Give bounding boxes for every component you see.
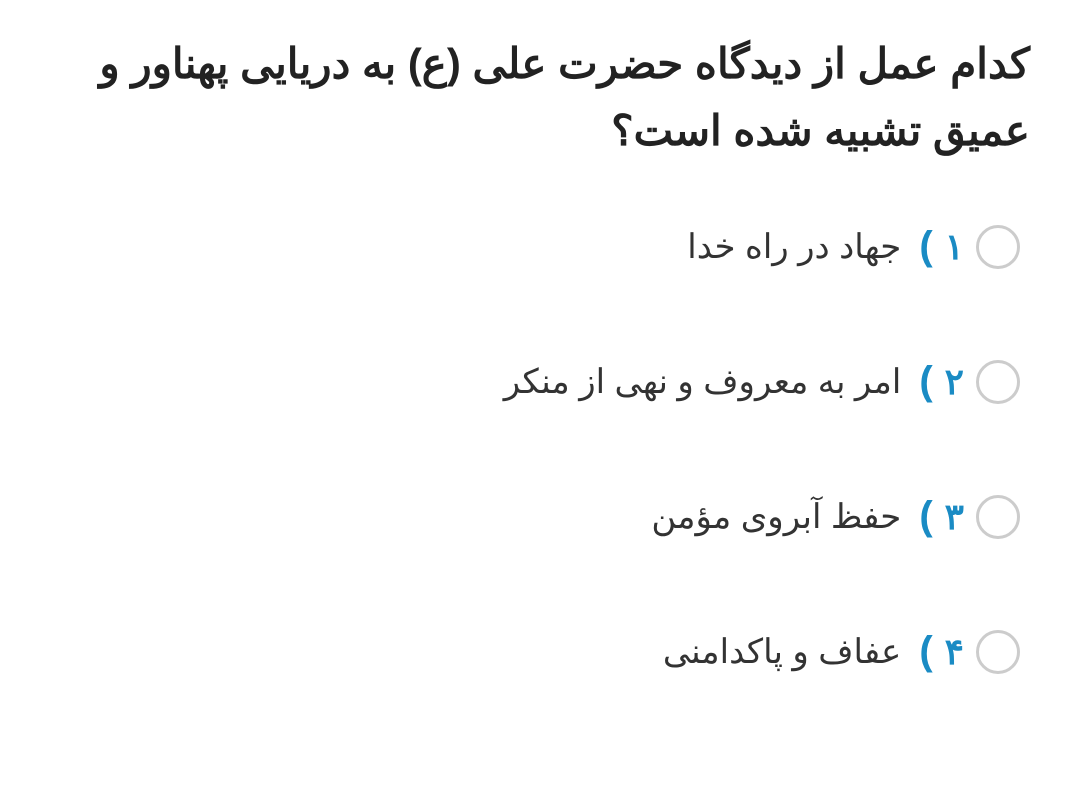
- option-3[interactable]: ۳ ) حفظ آبروی مؤمن: [50, 494, 1020, 539]
- options-list: ۱ ) جهاد در راه خدا ۲ ) امر به معروف و ن…: [50, 224, 1030, 674]
- option-number: ۳: [945, 496, 964, 538]
- paren-icon: ): [919, 359, 932, 404]
- paren-icon: ): [919, 629, 932, 674]
- radio-icon[interactable]: [976, 495, 1020, 539]
- option-number: ۲: [945, 361, 964, 403]
- option-4[interactable]: ۴ ) عفاف و پاکدامنی: [50, 629, 1020, 674]
- paren-icon: ): [919, 494, 932, 539]
- option-label: حفظ آبروی مؤمن: [651, 497, 901, 537]
- radio-icon[interactable]: [976, 360, 1020, 404]
- option-label: عفاف و پاکدامنی: [663, 632, 902, 672]
- radio-icon[interactable]: [976, 225, 1020, 269]
- option-label: جهاد در راه خدا: [687, 227, 901, 267]
- option-number: ۱: [945, 226, 964, 268]
- option-label: امر به معروف و نهی از منکر: [504, 362, 902, 402]
- option-2[interactable]: ۲ ) امر به معروف و نهی از منکر: [50, 359, 1020, 404]
- option-number: ۴: [945, 631, 964, 673]
- option-1[interactable]: ۱ ) جهاد در راه خدا: [50, 224, 1020, 269]
- question-text: کدام عمل از دیدگاه حضرت علی (ع) به دریای…: [50, 30, 1030, 164]
- paren-icon: ): [919, 224, 932, 269]
- radio-icon[interactable]: [976, 630, 1020, 674]
